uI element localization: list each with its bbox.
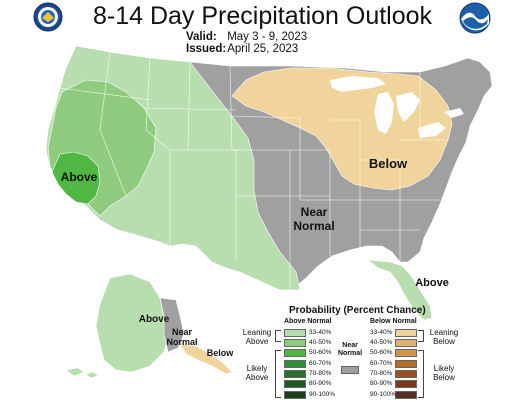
legend-above-swatch — [284, 349, 306, 357]
above-50-60-region — [51, 151, 101, 205]
alaska-near-region — [159, 297, 185, 353]
bracket-leaning-below — [418, 330, 424, 342]
legend-likely-below: Likely Below — [433, 364, 455, 382]
label-above-florida: Above — [415, 277, 449, 289]
page-title: 8-14 Day Precipitation Outlook — [92, 2, 433, 30]
legend-below-swatch — [395, 380, 417, 388]
legend-below-swatch — [395, 339, 417, 347]
legend-near-swatch — [341, 366, 359, 374]
legend-above-range: 40-50% — [309, 338, 332, 346]
legend-below-swatch — [395, 391, 417, 399]
legend-above-swatch — [284, 360, 306, 368]
bracket-likely-below — [418, 350, 424, 398]
bracket-likely-above — [275, 350, 281, 398]
bracket-leaning-above — [275, 330, 281, 342]
legend-below-swatch — [395, 349, 417, 357]
legend-below-swatch — [395, 329, 417, 337]
issued-date: Issued: April 25, 2023 — [186, 43, 298, 55]
legend-above-header: Above Normal — [284, 318, 332, 325]
legend-below-swatch — [395, 370, 417, 378]
label-above-west: Above — [60, 170, 98, 184]
legend-leaning-above: Leaning Above — [242, 328, 272, 346]
legend-below-range: 40-50% — [370, 338, 393, 346]
legend-below-range: 70-80% — [370, 369, 393, 377]
legend-below-range: 50-60% — [370, 348, 393, 356]
legend-above-swatch — [284, 391, 306, 399]
legend-likely-above: Likely Above — [245, 364, 269, 382]
issued-value: April 25, 2023 — [227, 43, 299, 55]
legend-below-range: 80-90% — [370, 379, 393, 387]
issued-label: Issued: — [186, 43, 227, 55]
legend-above-range: 70-80% — [309, 369, 332, 377]
legend-leaning-below: Leaning Below — [429, 328, 459, 346]
legend-title: Probability (Percent Chance) — [289, 305, 426, 316]
valid-dates: Valid: May 3 - 9, 2023 — [186, 31, 307, 43]
legend-below-swatch — [395, 360, 417, 368]
legend-below-range: 33-40% — [370, 328, 393, 336]
label-near-normal-center: Near Normal — [293, 205, 335, 233]
legend-above-range: 60-70% — [309, 359, 332, 367]
legend-above-range: 90-100% — [309, 390, 336, 398]
alaska-above-region — [95, 273, 169, 373]
valid-label: Valid: — [186, 31, 217, 43]
label-below-alaska: Below — [206, 348, 234, 358]
legend-above-range: 80-90% — [309, 379, 332, 387]
valid-value: May 3 - 9, 2023 — [227, 31, 308, 43]
legend-above-range: 33-40% — [309, 328, 332, 336]
legend-above-range: 50-60% — [309, 348, 332, 356]
label-above-alaska: Above — [138, 314, 170, 325]
florida-above-region — [367, 259, 433, 321]
legend-above-swatch — [284, 329, 306, 337]
legend-below-header: Below Normal — [370, 318, 417, 325]
alaska-panhandle-below — [179, 343, 233, 375]
legend-above-swatch — [284, 380, 306, 388]
legend-near-header: Near Normal — [338, 342, 363, 357]
state-borders — [59, 51, 446, 290]
legend-above-swatch — [284, 370, 306, 378]
legend-below-range: 60-70% — [370, 359, 393, 367]
label-near-normal-alaska: Near Normal — [166, 327, 198, 348]
noaa-logo-icon — [459, 2, 491, 34]
aleutian-islands — [65, 367, 99, 379]
label-below-northeast: Below — [368, 156, 408, 171]
doc-seal-icon — [33, 2, 63, 32]
legend-above-swatch — [284, 339, 306, 347]
legend-below-range: 90-100% — [370, 390, 397, 398]
great-lakes — [330, 76, 464, 138]
